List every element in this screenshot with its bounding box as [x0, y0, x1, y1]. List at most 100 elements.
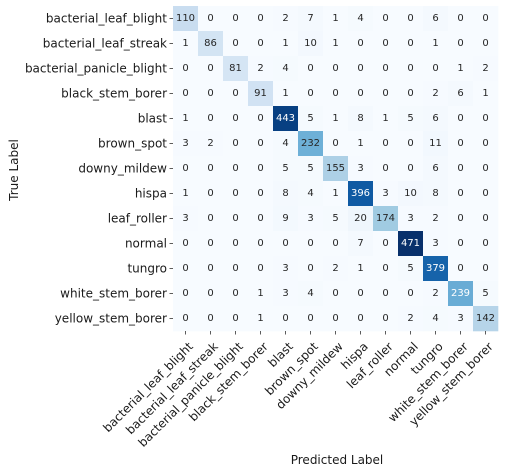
cell-value-label: 2 — [407, 313, 413, 324]
heatmap-cells — [173, 6, 499, 332]
cell-value-label: 0 — [257, 13, 263, 24]
heatmap-cell — [423, 56, 449, 82]
cell-value-label: 0 — [257, 213, 263, 224]
heatmap-cell — [348, 231, 374, 257]
heatmap-cell — [373, 81, 399, 107]
cell-value-label: 0 — [382, 313, 388, 324]
cell-value-label: 0 — [232, 13, 238, 24]
heatmap-cell — [348, 206, 374, 232]
cell-value-label: 5 — [407, 113, 413, 124]
heatmap-cell — [448, 306, 474, 332]
cell-value-label: 0 — [482, 188, 488, 199]
heatmap-cell — [273, 306, 299, 332]
heatmap-cell — [298, 306, 324, 332]
cell-value-label: 0 — [207, 63, 213, 74]
x-tick-label: bacterial_panicle_blight — [135, 339, 246, 450]
heatmap-cell — [248, 56, 274, 82]
heatmap-cell — [323, 31, 349, 57]
cell-value-label: 232 — [301, 138, 320, 149]
cell-value-label: 6 — [432, 113, 438, 124]
cell-value-label: 0 — [457, 238, 463, 249]
cell-value-label: 0 — [207, 163, 213, 174]
cell-value-label: 0 — [307, 63, 313, 74]
heatmap-cell — [348, 181, 374, 207]
cell-value-label: 0 — [457, 263, 463, 274]
cell-value-label: 11 — [429, 138, 442, 149]
cell-value-label: 0 — [257, 113, 263, 124]
heatmap-cell — [323, 231, 349, 257]
cell-value-label: 0 — [382, 238, 388, 249]
heatmap-cell — [198, 231, 224, 257]
heatmap-cell — [223, 31, 249, 57]
cell-value-label: 0 — [332, 63, 338, 74]
cell-value-label: 1 — [182, 188, 188, 199]
cell-value-label: 1 — [182, 38, 188, 49]
heatmap-cell — [173, 256, 199, 282]
cell-value-label: 1 — [357, 138, 363, 149]
cell-value-label: 4 — [357, 13, 363, 24]
heatmap-cell — [198, 181, 224, 207]
cell-value-label: 0 — [232, 238, 238, 249]
cell-value-label: 8 — [357, 113, 363, 124]
heatmap-cell — [448, 231, 474, 257]
y-tick-label: tungro — [127, 262, 167, 276]
heatmap-cell — [273, 206, 299, 232]
heatmap-cell — [248, 31, 274, 57]
heatmap-cell — [323, 156, 349, 182]
cell-value-label: 6 — [432, 163, 438, 174]
heatmap-cell — [473, 231, 499, 257]
cell-value-label: 1 — [282, 88, 288, 99]
cell-value-label: 3 — [282, 263, 288, 274]
heatmap-cell — [423, 6, 449, 32]
heatmap-cell — [198, 156, 224, 182]
heatmap-cell — [423, 131, 449, 157]
cell-value-label: 0 — [482, 38, 488, 49]
cell-value-label: 0 — [382, 38, 388, 49]
cell-value-label: 10 — [404, 188, 417, 199]
cell-value-label: 0 — [482, 113, 488, 124]
cell-value-label: 10 — [304, 38, 317, 49]
cell-value-label: 0 — [207, 188, 213, 199]
cell-value-label: 0 — [282, 313, 288, 324]
cell-value-label: 0 — [357, 88, 363, 99]
cell-value-label: 0 — [207, 288, 213, 299]
cell-value-label: 0 — [232, 138, 238, 149]
heatmap-cell — [173, 156, 199, 182]
heatmap-cell — [298, 56, 324, 82]
heatmap-cell — [473, 156, 499, 182]
heatmap-cell — [348, 156, 374, 182]
heatmap-cell — [373, 206, 399, 232]
heatmap-cell — [273, 181, 299, 207]
cell-value-label: 1 — [332, 188, 338, 199]
heatmap-cell — [248, 181, 274, 207]
y-tick-label: black_stem_borer — [61, 87, 167, 101]
cell-value-label: 5 — [407, 263, 413, 274]
cell-value-label: 0 — [257, 38, 263, 49]
heatmap-cell — [348, 256, 374, 282]
heatmap-cell — [248, 206, 274, 232]
cell-value-label: 0 — [382, 88, 388, 99]
y-tick-label: yellow_stem_borer — [55, 312, 167, 326]
heatmap-cell — [398, 156, 424, 182]
heatmap-cell — [373, 31, 399, 57]
heatmap-cell — [473, 81, 499, 107]
cell-value-label: 1 — [432, 38, 438, 49]
cell-value-label: 5 — [282, 163, 288, 174]
heatmap-cell — [398, 106, 424, 132]
heatmap-cell — [223, 206, 249, 232]
heatmap-cell — [348, 306, 374, 332]
heatmap-cell — [448, 281, 474, 307]
cell-value-label: 5 — [332, 213, 338, 224]
cell-value-label: 0 — [232, 213, 238, 224]
heatmap-cell — [423, 281, 449, 307]
heatmap-cell — [223, 181, 249, 207]
cell-value-label: 1 — [332, 113, 338, 124]
cell-value-label: 6 — [432, 13, 438, 24]
cell-value-label: 174 — [376, 213, 395, 224]
heatmap-cell — [223, 156, 249, 182]
heatmap-cell — [348, 281, 374, 307]
cell-value-label: 0 — [182, 238, 188, 249]
cell-value-label: 1 — [182, 113, 188, 124]
heatmap-cell — [173, 281, 199, 307]
cell-value-label: 0 — [457, 38, 463, 49]
